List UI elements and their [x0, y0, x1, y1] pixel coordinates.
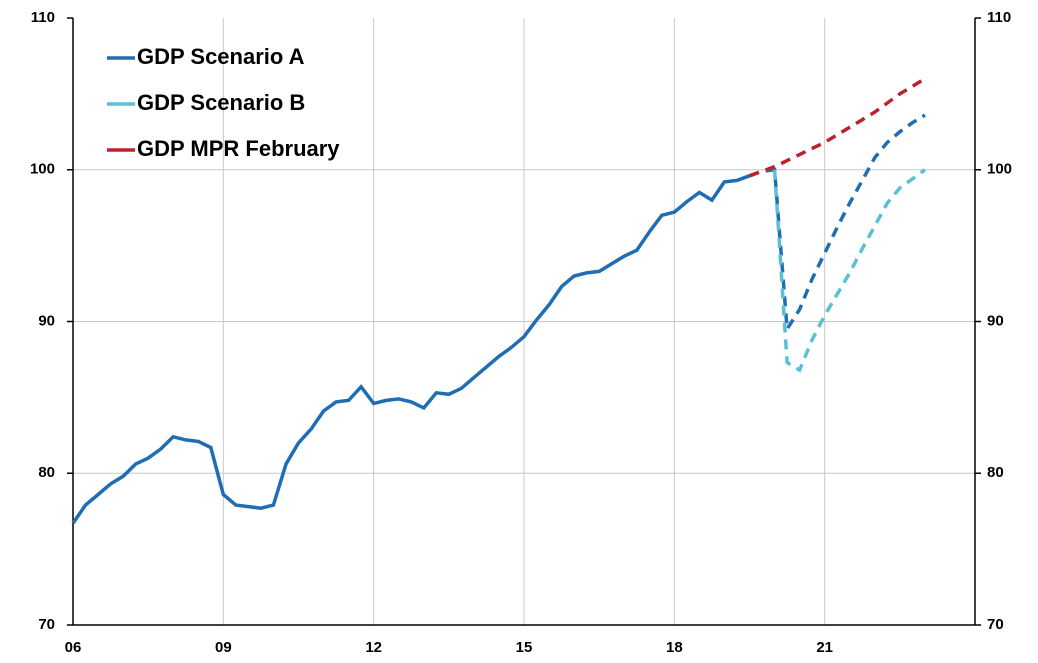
legend-label: GDP Scenario A	[137, 44, 305, 69]
x-tick-label: 09	[215, 639, 232, 656]
series-line	[71, 174, 751, 525]
y2-tick-label: 100	[987, 161, 1012, 178]
x-tick-label: 06	[65, 639, 82, 656]
y2-tick-label: 90	[987, 312, 1004, 329]
series-line	[748, 113, 926, 335]
y-tick-label: 80	[38, 464, 55, 481]
y-tick-label: 70	[38, 616, 55, 633]
legend-label: GDP Scenario B	[137, 90, 305, 115]
y-tick-label: 100	[30, 161, 55, 178]
series-line	[772, 168, 926, 373]
x-tick-label: 18	[666, 639, 683, 656]
y-tick-label: 90	[38, 312, 55, 329]
x-tick-label: 21	[816, 639, 833, 656]
y2-tick-label: 70	[987, 616, 1004, 633]
x-tick-label: 15	[516, 639, 533, 656]
y2-tick-label: 110	[987, 9, 1011, 26]
legend-label: GDP MPR February	[137, 136, 340, 161]
y-tick-label: 110	[31, 9, 55, 26]
series-line	[748, 77, 926, 178]
y2-tick-label: 80	[987, 464, 1004, 481]
x-tick-label: 12	[365, 639, 382, 656]
